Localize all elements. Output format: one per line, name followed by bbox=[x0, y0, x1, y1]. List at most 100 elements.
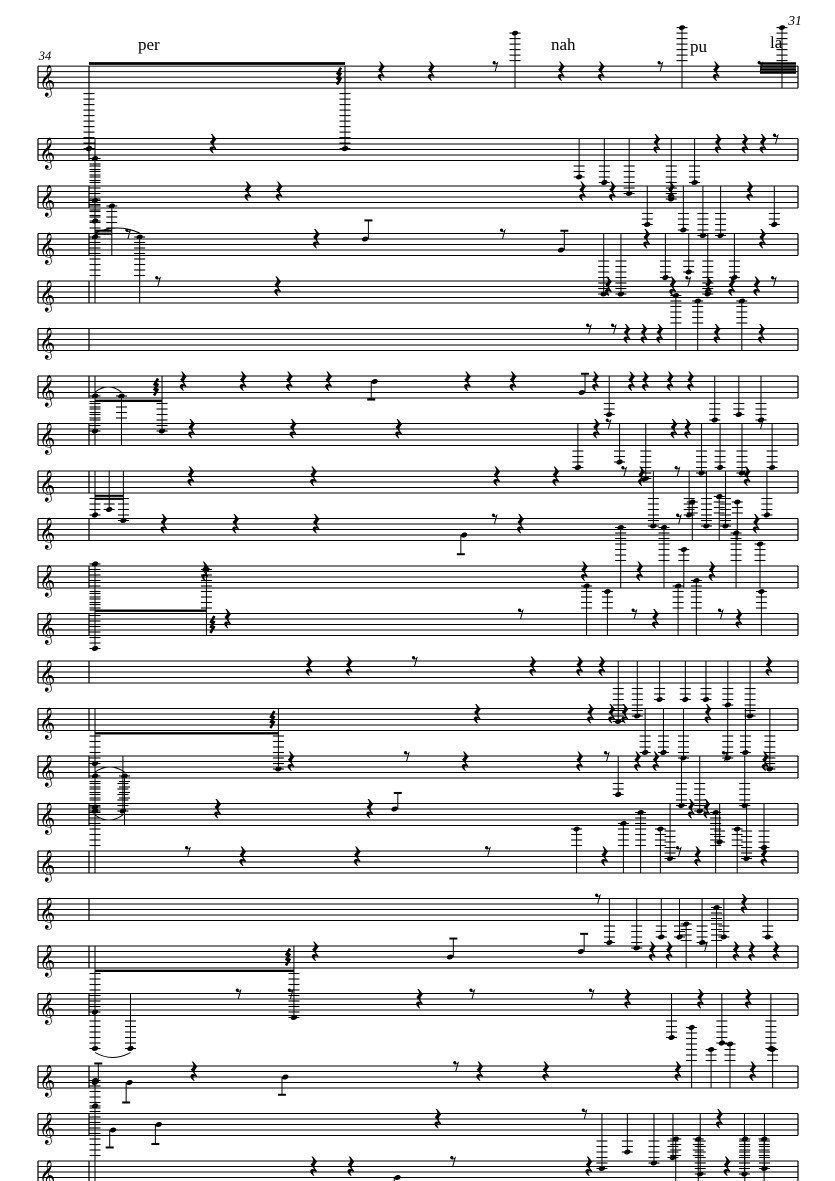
svg-text:𝄽: 𝄽 bbox=[714, 1103, 724, 1139]
svg-text:𝄽: 𝄽 bbox=[746, 935, 756, 971]
svg-text:𝄽: 𝄽 bbox=[238, 365, 248, 401]
svg-text:𝄽: 𝄽 bbox=[701, 793, 711, 829]
svg-text:𝄽: 𝄽 bbox=[669, 413, 679, 449]
svg-text:𝄽: 𝄽 bbox=[460, 745, 470, 781]
svg-text:𝄾: 𝄾 bbox=[595, 884, 602, 914]
svg-text:𝄽: 𝄽 bbox=[308, 460, 318, 496]
svg-text:𝄽: 𝄽 bbox=[433, 1103, 443, 1139]
svg-text:𝄾: 𝄾 bbox=[453, 1052, 460, 1082]
svg-text:𝄾: 𝄾 bbox=[499, 219, 506, 249]
svg-text:𝄽: 𝄽 bbox=[596, 55, 606, 91]
svg-text:𝄽: 𝄽 bbox=[603, 270, 613, 306]
svg-text:𝄾: 𝄾 bbox=[184, 837, 191, 867]
svg-text:𝄽: 𝄽 bbox=[641, 223, 651, 259]
svg-text:𝄞: 𝄞 bbox=[39, 422, 55, 455]
svg-text:𝄞: 𝄞 bbox=[39, 470, 55, 503]
svg-text:𝄽: 𝄽 bbox=[722, 1150, 732, 1181]
svg-text:𝄾: 𝄾 bbox=[621, 457, 628, 487]
svg-text:𝄞: 𝄞 bbox=[39, 185, 55, 218]
svg-text:𝄽: 𝄽 bbox=[577, 175, 587, 211]
svg-text:𝄞: 𝄞 bbox=[39, 755, 55, 788]
svg-text:𝄞: 𝄞 bbox=[39, 802, 55, 835]
svg-text:𝄽: 𝄽 bbox=[726, 270, 736, 306]
svg-text:𝄾: 𝄾 bbox=[674, 457, 681, 487]
svg-text:𝄾: 𝄾 bbox=[757, 409, 764, 439]
svg-text:𝄽: 𝄽 bbox=[393, 413, 403, 449]
svg-text:34: 34 bbox=[38, 49, 52, 63]
svg-text:𝄽: 𝄽 bbox=[597, 650, 607, 686]
svg-text:𝄽: 𝄽 bbox=[682, 413, 692, 449]
svg-text:𝄽: 𝄽 bbox=[352, 840, 362, 876]
svg-text:𝄽: 𝄽 bbox=[703, 270, 713, 306]
svg-text:𝄽: 𝄽 bbox=[310, 935, 320, 971]
svg-text:𝄽: 𝄽 bbox=[651, 745, 661, 781]
svg-text:𝄞: 𝄞 bbox=[39, 707, 55, 740]
svg-text:𝄾: 𝄾 bbox=[450, 1147, 457, 1177]
svg-text:𝄽: 𝄽 bbox=[639, 318, 649, 354]
svg-text:𝄽: 𝄽 bbox=[759, 840, 769, 876]
svg-text:𝄽: 𝄽 bbox=[556, 55, 566, 91]
svg-text:𝄽: 𝄽 bbox=[742, 460, 752, 496]
svg-text:𝄽: 𝄽 bbox=[344, 650, 354, 686]
svg-text:𝄽: 𝄽 bbox=[748, 1055, 758, 1091]
svg-text:𝄽: 𝄽 bbox=[212, 793, 222, 829]
svg-text:𝄽: 𝄽 bbox=[527, 650, 537, 686]
svg-text:𝄽: 𝄽 bbox=[346, 1150, 356, 1181]
svg-text:𝄽: 𝄽 bbox=[574, 745, 584, 781]
svg-text:𝄾: 𝄾 bbox=[717, 599, 724, 629]
svg-text:𝄞: 𝄞 bbox=[39, 945, 55, 978]
svg-text:𝄽: 𝄽 bbox=[508, 365, 518, 401]
svg-text:𝄽: 𝄽 bbox=[760, 745, 770, 781]
svg-text:𝄾: 𝄾 bbox=[235, 979, 242, 1009]
svg-text:𝄽: 𝄽 bbox=[475, 1055, 485, 1091]
svg-text:𝄽: 𝄽 bbox=[707, 555, 717, 591]
svg-text:𝄽: 𝄽 bbox=[757, 223, 767, 259]
svg-text:𝄽: 𝄽 bbox=[751, 270, 761, 306]
svg-text:𝄽: 𝄽 bbox=[364, 793, 374, 829]
svg-text:𝄾: 𝄾 bbox=[721, 742, 728, 772]
svg-text:pu: pu bbox=[690, 37, 708, 56]
svg-text:𝄞: 𝄞 bbox=[39, 1160, 55, 1181]
svg-text:𝄾: 𝄾 bbox=[586, 314, 593, 344]
svg-text:nah: nah bbox=[551, 35, 576, 54]
svg-text:𝄽: 𝄽 bbox=[186, 460, 196, 496]
svg-text:𝄽: 𝄽 bbox=[739, 888, 749, 924]
svg-text:𝄽: 𝄽 bbox=[731, 935, 741, 971]
svg-text:𝄽: 𝄽 bbox=[472, 698, 482, 734]
svg-text:𝄽: 𝄽 bbox=[703, 698, 713, 734]
svg-text:𝄽: 𝄽 bbox=[311, 223, 321, 259]
svg-text:𝄽: 𝄽 bbox=[599, 840, 609, 876]
svg-text:𝄽: 𝄽 bbox=[713, 128, 723, 164]
svg-text:𝄽: 𝄽 bbox=[376, 55, 386, 91]
svg-text:𝄽: 𝄽 bbox=[178, 365, 188, 401]
svg-text:𝄞: 𝄞 bbox=[39, 612, 55, 645]
svg-text:𝄽: 𝄽 bbox=[632, 745, 642, 781]
svg-text:𝄽: 𝄽 bbox=[414, 983, 424, 1019]
svg-text:𝄽: 𝄽 bbox=[237, 840, 247, 876]
svg-text:𝄽: 𝄽 bbox=[695, 983, 705, 1019]
svg-text:𝄾: 𝄾 bbox=[588, 979, 595, 1009]
svg-text:𝄽: 𝄽 bbox=[584, 1150, 594, 1181]
svg-text:𝄽: 𝄽 bbox=[686, 793, 696, 829]
svg-text:𝄽: 𝄽 bbox=[189, 1055, 199, 1091]
svg-text:𝄽: 𝄽 bbox=[647, 935, 657, 971]
svg-text:𝄽: 𝄽 bbox=[159, 508, 169, 544]
svg-text:𝄽: 𝄽 bbox=[764, 650, 774, 686]
svg-text:per: per bbox=[138, 35, 160, 54]
svg-text:𝄾: 𝄾 bbox=[605, 409, 612, 439]
svg-text:𝄽: 𝄽 bbox=[771, 935, 781, 971]
svg-text:𝄾: 𝄾 bbox=[469, 979, 476, 1009]
svg-text:𝄾: 𝄾 bbox=[485, 837, 492, 867]
svg-text:𝄽: 𝄽 bbox=[462, 365, 472, 401]
svg-text:𝄽: 𝄽 bbox=[308, 1150, 318, 1181]
svg-text:𝄽: 𝄽 bbox=[426, 55, 436, 91]
svg-text:𝄽: 𝄽 bbox=[626, 365, 636, 401]
svg-text:𝄽: 𝄽 bbox=[222, 603, 232, 639]
svg-text:𝄽: 𝄽 bbox=[585, 698, 595, 734]
svg-text:la: la bbox=[770, 33, 783, 52]
svg-text:𝄽: 𝄽 bbox=[286, 745, 296, 781]
svg-text:𝄞: 𝄞 bbox=[39, 992, 55, 1025]
svg-text:𝄾: 𝄾 bbox=[603, 742, 610, 772]
svg-text:𝄽: 𝄽 bbox=[758, 128, 768, 164]
svg-text:𝄽: 𝄽 bbox=[711, 55, 721, 91]
